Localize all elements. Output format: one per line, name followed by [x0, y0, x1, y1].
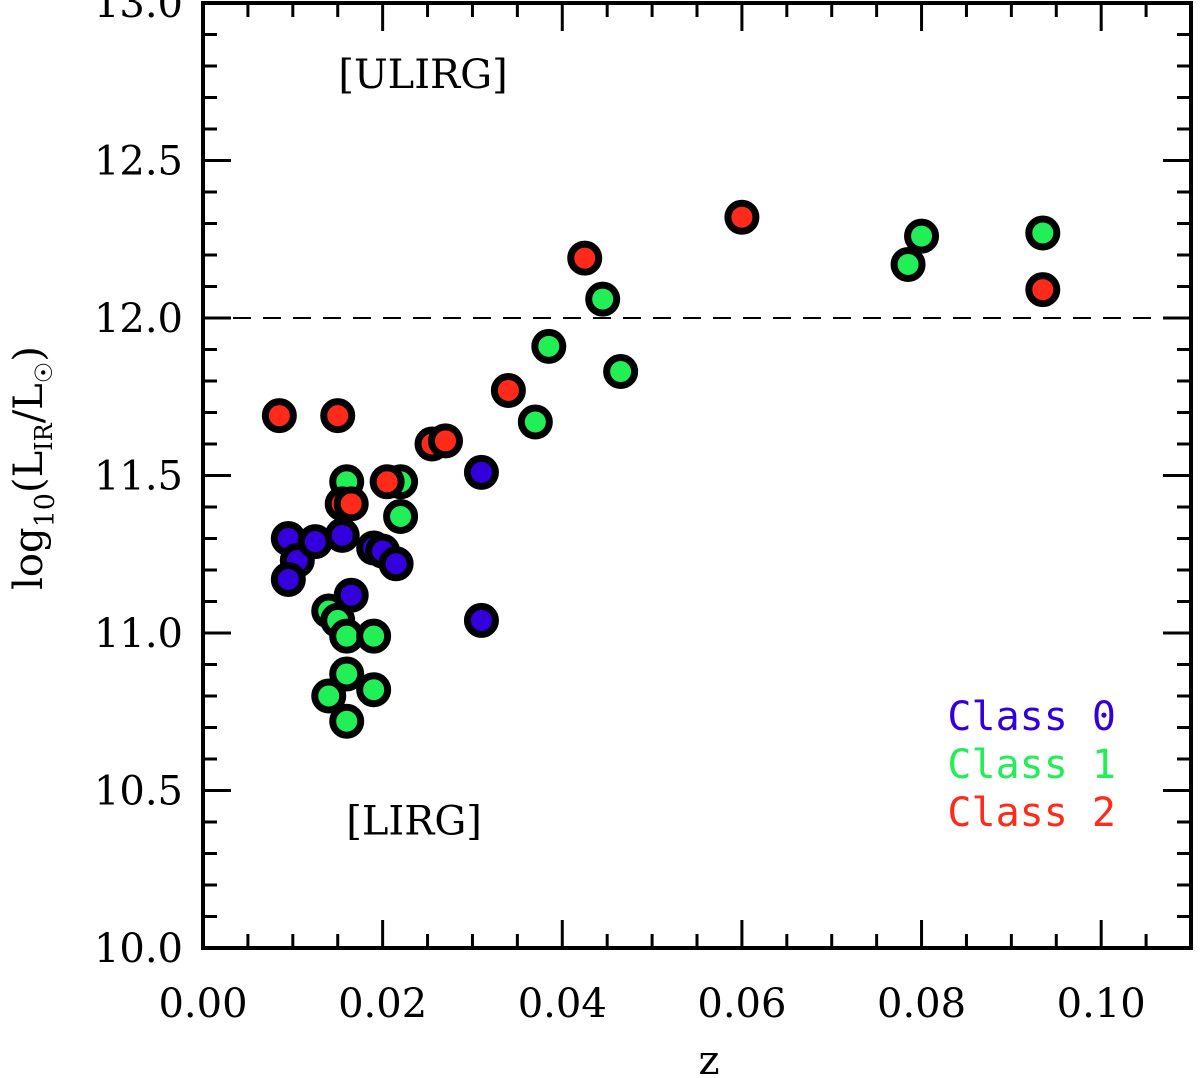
point-class-2 — [261, 398, 297, 434]
x-tick-label: 0.10 — [1057, 981, 1146, 1027]
data-points — [261, 199, 1061, 739]
point-class-2 — [369, 464, 405, 500]
point-class-2 — [724, 199, 760, 235]
x-tick-label: 0.04 — [518, 981, 607, 1027]
legend-class-2: Class 2 — [947, 790, 1116, 836]
y-tick-label: 11.0 — [94, 611, 183, 657]
point-class-1 — [585, 281, 621, 317]
point-class-1 — [1025, 215, 1061, 251]
y-tick-label: 11.5 — [94, 454, 183, 500]
x-axis-title: z — [698, 1038, 719, 1078]
point-class-1 — [383, 498, 419, 534]
y-axis-title-base: log — [6, 527, 52, 589]
point-class-0 — [378, 546, 414, 582]
point-class-2 — [428, 423, 464, 459]
point-class-2 — [320, 398, 356, 434]
x-tick-label: 0.06 — [697, 981, 786, 1027]
annotation-label: [ULIRG] — [338, 52, 507, 98]
point-class-1 — [603, 354, 639, 390]
y-axis-title-sub-10: 10 — [30, 493, 61, 527]
point-class-2 — [567, 240, 603, 276]
region-annotations: [ULIRG] [LIRG] — [338, 52, 507, 845]
y-axis-title-sub-ir: IR — [30, 422, 58, 450]
y-tick-label: 13.0 — [94, 0, 183, 27]
legend-class-1: Class 1 — [947, 742, 1116, 788]
point-class-1 — [356, 672, 392, 708]
point-class-1 — [517, 404, 553, 440]
point-class-1 — [329, 703, 365, 739]
y-axis-title-open: (L — [6, 451, 52, 493]
point-class-0 — [463, 602, 499, 638]
y-tick-label: 12.0 — [94, 296, 183, 342]
point-class-2 — [1025, 272, 1061, 308]
point-class-1 — [329, 656, 365, 692]
point-class-0 — [324, 517, 360, 553]
point-class-1 — [890, 246, 926, 282]
y-axis-title-close: ) — [6, 346, 52, 362]
annotation-label: [LIRG] — [346, 799, 482, 845]
y-tick-label: 10.5 — [94, 769, 183, 815]
x-tick-label: 0.08 — [877, 981, 966, 1027]
legend-class-0: Class 0 — [947, 694, 1116, 740]
axis-ticks — [201, 1, 1193, 950]
y-axis-title-mid: /L — [6, 383, 52, 423]
point-class-1 — [356, 618, 392, 654]
axis-tick-labels: 0.00 0.02 0.04 0.06 0.08 0.10 10.0 10.5 11.0 11.5… — [94, 0, 1146, 1027]
point-class-2 — [333, 486, 369, 522]
y-tick-label: 10.0 — [94, 926, 183, 972]
y-axis-title-sub-sun: ☉ — [30, 362, 58, 384]
y-tick-label: 12.5 — [94, 139, 183, 185]
x-tick-label: 0.00 — [158, 981, 247, 1027]
point-class-0 — [270, 561, 306, 597]
point-class-1 — [311, 678, 347, 714]
point-class-2 — [490, 372, 526, 408]
point-class-1 — [531, 328, 567, 364]
point-class-0 — [333, 577, 369, 613]
point-class-1 — [904, 218, 940, 254]
x-tick-label: 0.02 — [338, 981, 427, 1027]
point-class-0 — [463, 454, 499, 490]
y-axis-title: log10(LIR/L☉) — [6, 346, 61, 590]
